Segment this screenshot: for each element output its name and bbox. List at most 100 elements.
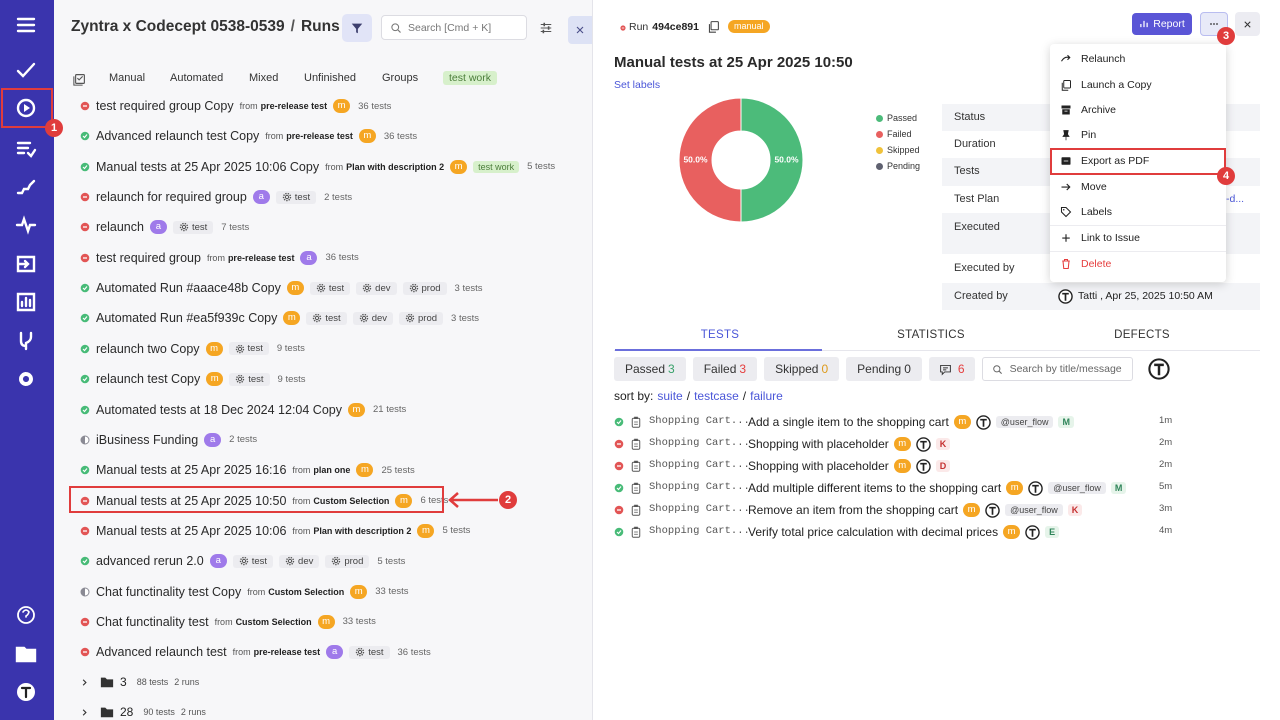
icon-part [391, 22, 400, 31]
run-row[interactable]: Chat functinality test Copy from Custom Se… [80, 581, 409, 603]
test-plan-value[interactable]: -d... [1226, 193, 1245, 205]
test-row[interactable]: Add a single item to the shopping cart m @… [748, 412, 1074, 432]
filter-tab[interactable]: Automated [170, 72, 224, 84]
test-count: 21 tests [373, 404, 407, 415]
branch-icon[interactable] [19, 331, 33, 351]
menu-item[interactable]: Export as PDF [1060, 152, 1149, 170]
play-mark [24, 104, 30, 112]
breadcrumb: Zyntra x Codecept 0538-0539 / Runs [71, 18, 340, 36]
menu-item[interactable]: Pin [1060, 126, 1096, 144]
set-labels-link[interactable]: Set labels [614, 79, 661, 91]
filter-tab[interactable]: Groups [382, 72, 419, 84]
icon-part [236, 374, 245, 384]
status-chip[interactable]: Passed 3 [614, 357, 686, 381]
sort-option[interactable]: suite [657, 389, 683, 403]
sort-option[interactable]: testcase [694, 389, 739, 403]
filter-tab[interactable]: Manual [109, 72, 146, 84]
run-row[interactable]: relaunch a test 7 tests [80, 216, 249, 238]
status-dot [80, 162, 90, 171]
filter-button[interactable] [342, 14, 372, 42]
test-title: Shopping with placeholder [748, 437, 889, 451]
run-row[interactable]: relaunch for required group a test 2 tests [80, 186, 352, 208]
test-row[interactable]: Shopping with placeholder m D [748, 456, 951, 476]
menu-item[interactable]: Launch a Copy [1060, 76, 1152, 94]
status-chip[interactable]: Failed 3 [692, 357, 758, 381]
icon-part [82, 164, 88, 170]
analytics-icon[interactable] [16, 292, 36, 312]
run-row[interactable]: Manual tests at 25 Apr 2025 10:06 Copy fr… [80, 156, 555, 178]
type-badge: m [317, 614, 335, 629]
detail-tab[interactable]: TESTS [700, 329, 740, 341]
run-row[interactable]: Automated tests at 18 Dec 2024 12:04 Cop… [80, 399, 406, 421]
folder-row[interactable]: 3 88 tests 2 runs [79, 672, 199, 692]
icon-part [80, 465, 90, 475]
icon-part [1216, 23, 1218, 25]
menu-item[interactable]: Archive [1060, 101, 1116, 119]
close-panel-button[interactable] [568, 16, 592, 44]
menu-item[interactable]: Move [1060, 178, 1107, 196]
menu-item[interactable]: Labels [1060, 203, 1112, 221]
comments-chip[interactable]: 6 [928, 357, 975, 381]
report-button[interactable]: Report [1132, 13, 1192, 35]
test-row[interactable]: Add multiple different items to the shop… [748, 478, 1127, 498]
run-tag: test [349, 645, 390, 659]
label-filter[interactable]: test work [443, 71, 498, 85]
run-row[interactable]: Advanced relaunch test Copy from pre-relea… [80, 125, 417, 147]
type-badge: m [395, 493, 413, 508]
run-row[interactable]: Automated Run #ea5f939c Copy m test dev prod… [80, 307, 479, 329]
icon-part [356, 648, 365, 657]
run-row[interactable]: Manual tests at 25 Apr 2025 16:16 from pla… [80, 459, 415, 481]
type-badge: m [450, 159, 468, 174]
check-icon[interactable] [16, 62, 36, 78]
search-box[interactable]: Search [Cmd + K] [381, 15, 527, 40]
settings-icon[interactable] [19, 372, 33, 386]
menu-item[interactable]: Link to Issue [1060, 229, 1140, 247]
project-name[interactable]: Zyntra x Codecept 0538-0539 [71, 18, 285, 35]
run-row[interactable]: Automated Run #aaace48b Copy m test dev prod… [80, 277, 483, 299]
run-row[interactable]: advanced rerun 2.0 a test dev prod 5 tests [80, 550, 405, 572]
run-row[interactable]: relaunch two Copy m test 9 tests [80, 338, 305, 360]
type-badge: a [209, 554, 227, 569]
sort-option[interactable]: failure [750, 389, 783, 403]
detail-tab[interactable]: STATISTICS [897, 329, 965, 341]
icon-part [181, 225, 187, 230]
detail-tab[interactable]: DEFECTS [1114, 329, 1170, 341]
run-row[interactable]: Advanced relaunch test from pre-release te… [80, 641, 431, 663]
test-row[interactable]: Remove an item from the shopping cart m @u… [748, 500, 1083, 520]
test-suite: Shopping Cart... [649, 415, 750, 427]
pulse-icon[interactable] [15, 215, 37, 235]
help-icon[interactable] [17, 606, 35, 624]
status-chip[interactable]: Skipped 0 [764, 357, 840, 381]
filter-tab[interactable]: Unfinished [304, 72, 356, 84]
menu-item[interactable]: Delete [1060, 255, 1111, 273]
folder-row[interactable]: 28 90 tests 2 runs [79, 702, 206, 720]
run-row[interactable]: Chat functinality test from Custom Selecti… [80, 611, 376, 633]
test-search[interactable]: Search by title/message [981, 357, 1133, 381]
gear-icon [356, 648, 365, 657]
run-tag: test [309, 281, 351, 295]
run-name: test required group Copy [96, 99, 234, 113]
projects-icon[interactable] [15, 646, 37, 663]
menu-item[interactable]: Relaunch [1060, 50, 1125, 68]
runs-icon[interactable] [16, 98, 36, 118]
run-row[interactable]: Manual tests at 25 Apr 2025 10:50 from Cus… [80, 490, 448, 512]
import-icon[interactable] [16, 255, 36, 273]
comment-icon [940, 364, 951, 376]
steps-icon[interactable] [16, 179, 36, 195]
status-chip[interactable]: Pending 0 [846, 357, 922, 381]
run-row[interactable]: test required group Copy from pre-release … [80, 95, 391, 117]
close-run-button[interactable] [1235, 12, 1260, 36]
test-row[interactable]: Verify total price calculation with deci… [748, 522, 1060, 542]
menu-icon[interactable] [16, 17, 36, 33]
run-row[interactable]: relaunch test Copy m test 9 tests [80, 368, 306, 390]
icon-part [405, 314, 415, 323]
run-row[interactable]: iBusiness Funding a 2 tests [80, 429, 257, 451]
testcases-icon[interactable] [16, 141, 37, 158]
test-row[interactable]: Shopping with placeholder m K [748, 434, 951, 454]
filter-tab[interactable]: Mixed [249, 72, 279, 84]
run-row[interactable]: test required group from pre-release test a… [80, 247, 359, 269]
run-name: advanced rerun 2.0 [96, 554, 204, 569]
run-name: Automated Run #aaace48b Copy [96, 281, 281, 296]
run-row[interactable]: Manual tests at 25 Apr 2025 10:06 from Pla… [80, 520, 470, 542]
plan-name: Custom Selection [268, 586, 345, 597]
